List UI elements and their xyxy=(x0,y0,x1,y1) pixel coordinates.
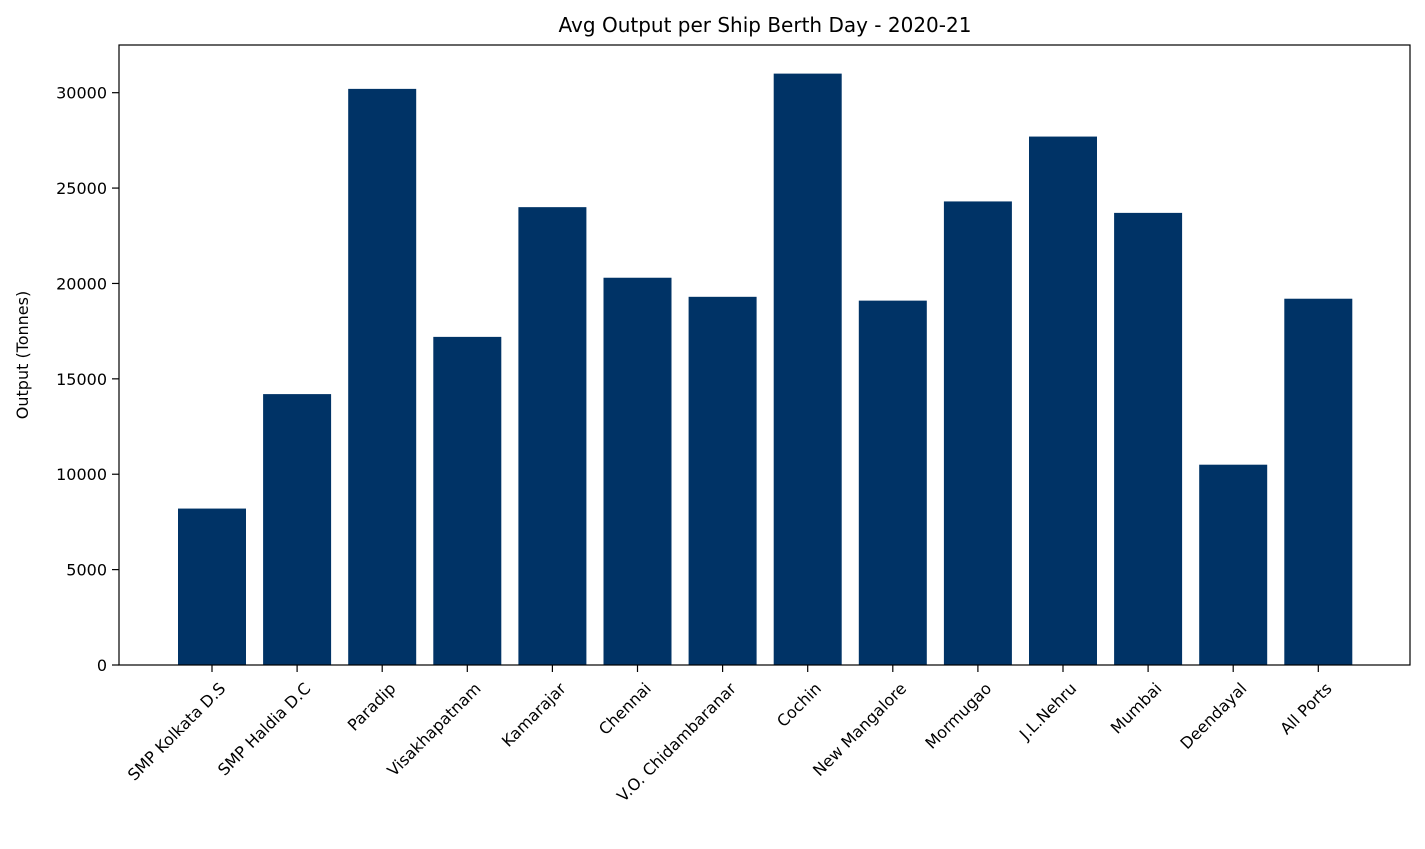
x-tick-label: SMP Haldia D.C xyxy=(214,679,314,779)
y-tick-label: 10000 xyxy=(56,465,107,484)
y-tick-label: 25000 xyxy=(56,179,107,198)
x-tick-label: Deendayal xyxy=(1176,679,1250,753)
x-tick-label: Kamarajar xyxy=(498,679,570,751)
bar xyxy=(1284,298,1353,665)
y-tick-label: 5000 xyxy=(66,561,107,580)
x-tick-label: J.L.Nehru xyxy=(1015,679,1080,744)
bar xyxy=(688,296,757,665)
bar xyxy=(433,336,502,665)
x-tick-label: SMP Kolkata D.S xyxy=(124,679,229,784)
x-tick-label: Mormugao xyxy=(921,679,995,753)
bar xyxy=(178,508,246,665)
x-tick-label: Cochin xyxy=(773,679,825,731)
x-tick-label: Chennai xyxy=(595,679,655,739)
plot-frame xyxy=(118,44,1411,666)
x-tick-label: All Ports xyxy=(1276,679,1335,738)
y-tick-label: 20000 xyxy=(56,274,107,293)
x-tick-label: New Mangalore xyxy=(809,679,910,780)
y-tick-label: 30000 xyxy=(56,84,107,103)
x-tick-label: Paradip xyxy=(344,679,400,735)
bar xyxy=(263,394,332,665)
bar xyxy=(348,88,417,665)
bar xyxy=(518,207,587,665)
y-tick-label: 0 xyxy=(97,656,107,675)
y-axis: 0 5000 10000 15000 20000 25000 30000 xyxy=(56,84,119,675)
bar xyxy=(943,201,1012,665)
bar xyxy=(1029,136,1097,666)
x-tick-label: Mumbai xyxy=(1107,679,1166,738)
bar xyxy=(1114,212,1183,665)
bar xyxy=(858,300,927,665)
bar xyxy=(603,277,672,665)
chart-title: Avg Output per Ship Berth Day - 2020-21 xyxy=(559,13,972,37)
y-tick-label: 15000 xyxy=(56,370,107,389)
bar xyxy=(1199,464,1268,665)
y-axis-label: Output (Tonnes) xyxy=(13,291,32,419)
x-tick-label: Visakhapatnam xyxy=(383,679,484,780)
bars-group xyxy=(178,73,1353,666)
bar xyxy=(773,73,842,666)
